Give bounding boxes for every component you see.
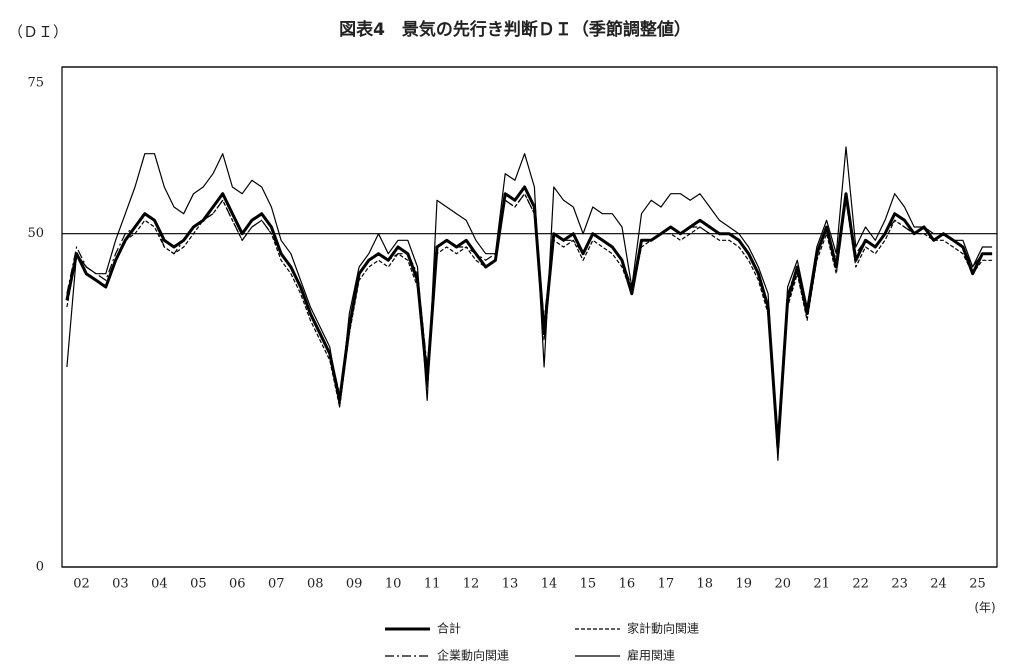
x-tick-label: 04 [151,577,168,592]
x-tick-label: 06 [229,577,246,592]
x-tick-label: 03 [112,577,129,592]
x-tick-label: 05 [190,577,207,592]
legend-label: 合計 [437,621,461,636]
x-tick-label: 12 [463,577,480,592]
x-axis-unit: (年) [974,601,995,615]
x-tick-label: 11 [424,577,441,592]
series-line [65,185,993,449]
series-line [66,146,993,461]
x-tick-label: 22 [852,577,869,592]
plot-frame [61,66,998,568]
x-tick-label: 08 [307,577,324,592]
x-tick-label: 15 [580,577,597,592]
chart-title: 図表4 景気の先行き判断ＤＩ（季節調整値） [339,19,691,40]
x-tick-label: 19 [735,577,752,592]
series-line [66,193,993,441]
y-axis-label: （ＤＩ） [8,23,68,41]
x-tick-label: 10 [385,577,402,592]
x-tick-label: 17 [658,577,675,592]
x-tick-label: 25 [969,577,986,592]
legend-label: 企業動向関連 [437,648,509,663]
x-tick-label: 20 [774,577,791,592]
y-tick-label: 0 [36,560,44,575]
y-tick-label: 75 [27,76,44,91]
x-tick-label: 14 [541,577,558,592]
x-tick-label: 24 [930,577,947,592]
legend-label: 家計動向関連 [627,621,699,636]
x-tick-label: 07 [268,577,285,592]
y-tick-label: 50 [27,226,44,241]
x-tick-label: 09 [346,577,363,592]
x-tick-label: 21 [813,577,830,592]
series-line [66,193,993,455]
legend-label: 雇用関連 [627,648,675,663]
x-tick-label: 13 [502,577,519,592]
x-tick-label: 02 [73,577,90,592]
x-tick-label: 18 [697,577,714,592]
x-tick-label: 23 [891,577,908,592]
x-tick-label: 16 [619,577,636,592]
